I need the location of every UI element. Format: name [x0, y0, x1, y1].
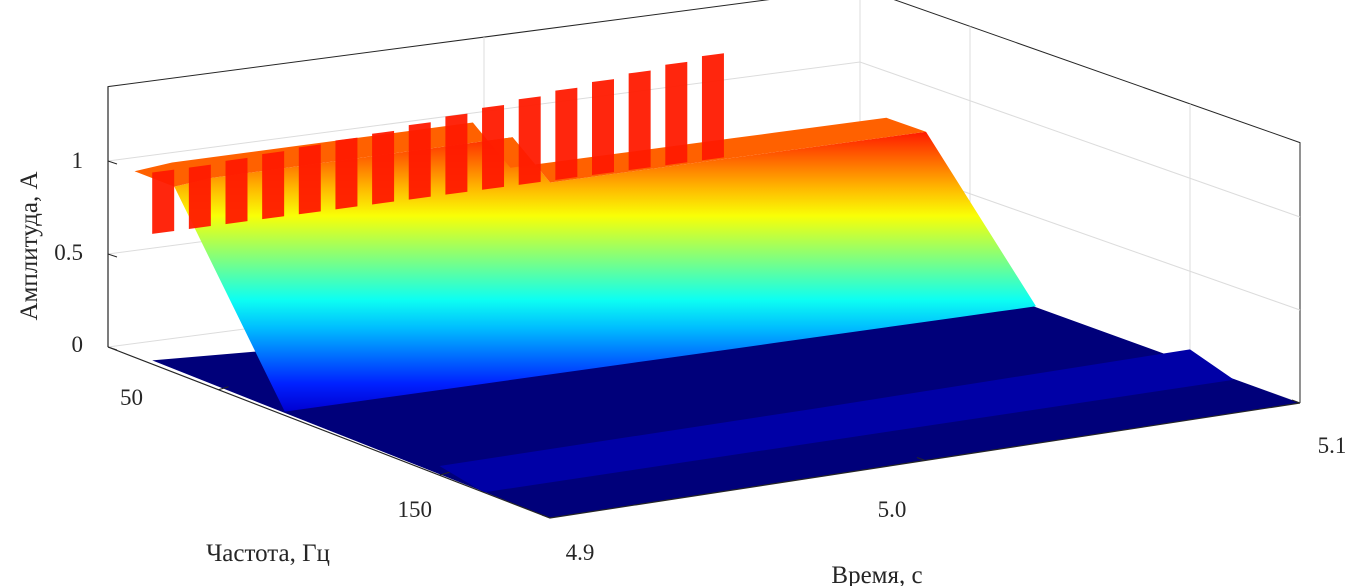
x-tick-mark: [541, 514, 551, 519]
ridge-peak: [701, 53, 724, 161]
ridge-peak: [335, 137, 358, 210]
axis-ticks: [107, 160, 1301, 519]
z-tick-mark: [107, 160, 118, 165]
ridge-peak: [555, 87, 578, 180]
amplitude-surface: [134, 53, 1301, 518]
z-tick-label: 1: [72, 148, 84, 173]
z-tick-label: 0.5: [54, 240, 83, 265]
y-tick-label: 50: [120, 385, 143, 410]
x-tick-mark: [916, 457, 926, 461]
z-tick-label: 0: [72, 332, 84, 357]
y-tick-mark: [439, 471, 450, 476]
ridge-50hz-crest: [134, 117, 926, 187]
y-tick-mark: [218, 386, 229, 391]
ridge-peak: [628, 70, 651, 171]
ridge-150hz: [439, 349, 1234, 493]
ridge-peak: [518, 96, 541, 185]
x-tick-label: 5.1: [1318, 433, 1347, 458]
ridge-peak: [225, 157, 248, 225]
ridge-peak: [152, 169, 175, 234]
x-tick-label: 4.9: [566, 540, 595, 565]
x-tick-mark: [1291, 399, 1301, 404]
ridge-peak: [665, 61, 688, 166]
x-axis-label: Время, с: [831, 562, 922, 586]
z-tick-mark: [107, 346, 118, 351]
ridge-peak: [445, 113, 468, 195]
z-axis-label: Амплитуда, А: [16, 172, 43, 321]
y-axis-label: Частота, Гц: [206, 540, 330, 567]
ridge-peak: [298, 144, 321, 215]
ridge-peak: [408, 122, 431, 200]
y-tick-label: 150: [398, 497, 433, 522]
ridge-peak: [372, 130, 395, 205]
ridge-peak: [262, 151, 285, 220]
ridge-peak: [188, 164, 211, 229]
ridge-peak: [482, 104, 505, 190]
x-tick-label: 5.0: [878, 497, 907, 522]
z-tick-mark: [107, 253, 118, 258]
ridge-peak: [592, 79, 614, 176]
